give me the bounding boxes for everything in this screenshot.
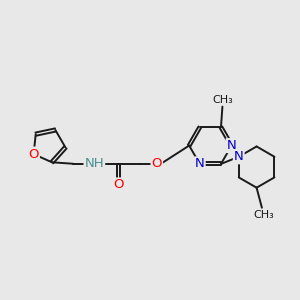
Text: O: O bbox=[28, 148, 39, 160]
Text: N: N bbox=[195, 158, 205, 170]
Text: CH₃: CH₃ bbox=[212, 95, 233, 105]
Text: O: O bbox=[113, 178, 124, 191]
Text: N: N bbox=[234, 150, 244, 163]
Text: N: N bbox=[227, 139, 236, 152]
Text: NH: NH bbox=[85, 157, 104, 170]
Text: O: O bbox=[152, 157, 162, 170]
Text: CH₃: CH₃ bbox=[253, 210, 274, 220]
